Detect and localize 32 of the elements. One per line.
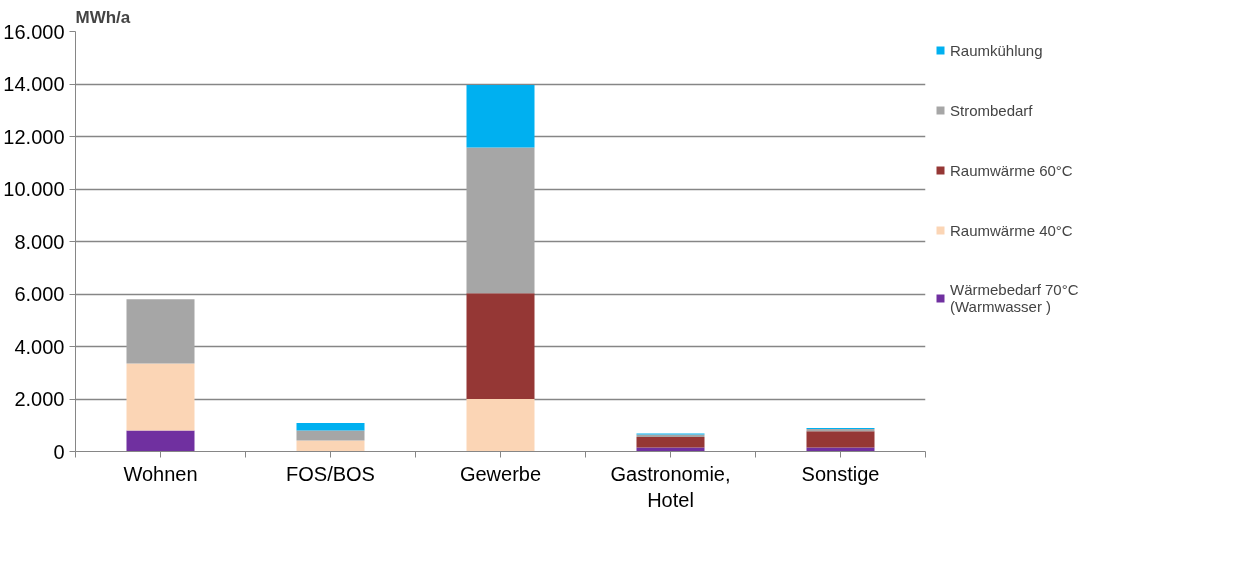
y-tick-label: 10.000: [3, 178, 65, 200]
bar: [466, 85, 535, 148]
legend-label: Raumkühlung: [950, 41, 1043, 59]
y-axis-title: MWh/a: [75, 7, 131, 27]
y-tick-label: 0: [53, 440, 65, 463]
y-tick-label: 12.000: [3, 125, 65, 148]
y-tick-label: 8.000: [14, 230, 65, 253]
legend-label: Raumwärme 40°C: [950, 221, 1073, 239]
x-tick-label: FOS/BOS: [286, 462, 375, 485]
y-tick-label: 14.000: [3, 73, 65, 95]
legend-label: Raumwärme 60°C: [950, 161, 1073, 179]
bar: [126, 299, 195, 364]
x-tick-label: Sonstige: [801, 462, 880, 485]
bar: [466, 293, 535, 399]
bar: [126, 363, 195, 431]
bar: [806, 431, 875, 448]
bar: [296, 422, 365, 431]
bar: [296, 440, 365, 452]
bar: [126, 430, 195, 452]
x-tick-label: Wohnen: [123, 462, 198, 485]
legend-label: Strombedarf: [950, 101, 1033, 119]
bar: [296, 430, 365, 441]
x-tick-label: Gewerbe: [459, 462, 542, 485]
y-tick-label: 2.000: [14, 388, 65, 410]
y-tick-label: 16.000: [3, 20, 65, 43]
bar: [466, 399, 535, 452]
y-tick-label: 4.000: [14, 335, 65, 358]
x-tick-label: Gastronomie, Hotel: [610, 462, 731, 511]
bar: [636, 437, 705, 448]
bar: [466, 147, 535, 294]
y-tick-label: 6.000: [14, 283, 65, 305]
legend-label: Wärmebedarf 70°C (Warmwasser ): [950, 281, 1079, 315]
